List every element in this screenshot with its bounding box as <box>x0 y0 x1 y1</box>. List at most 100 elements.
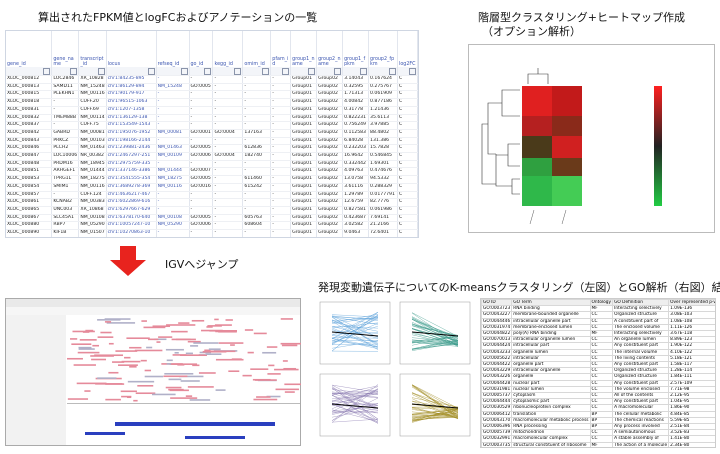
table-cell: 1.84E-111 <box>668 373 715 381</box>
shape <box>166 363 172 365</box>
shape <box>262 351 277 354</box>
table-cell: 21.2166 <box>368 221 399 231</box>
filter-button[interactable] <box>180 68 188 75</box>
table-cell: - <box>270 229 292 237</box>
shape <box>169 363 198 365</box>
table-cell: 0.167624 <box>368 75 399 84</box>
table-row: GO:0005739 mitochondrion CC A semiautonomou… <box>481 429 715 437</box>
shape <box>137 384 154 387</box>
shape <box>230 344 235 346</box>
filter-button[interactable] <box>409 68 416 75</box>
shape <box>165 348 184 351</box>
table-cell: 1.58E-117 <box>668 361 715 369</box>
shape <box>97 377 117 379</box>
shape <box>282 360 288 362</box>
filter-button[interactable] <box>147 68 155 75</box>
table-cell: Group01 <box>290 114 318 123</box>
filter-button[interactable] <box>204 68 212 75</box>
table-cell: GO:0030529 <box>481 404 513 412</box>
table-cell: - <box>270 90 292 100</box>
table-cell: GO:0044422 <box>481 361 513 369</box>
column-header: omim_id <box>242 31 272 67</box>
table-cell: - <box>189 229 214 237</box>
table-cell: SMIM1 <box>51 183 80 192</box>
table-cell: - <box>51 106 80 115</box>
table-cell: XLOC_000857 <box>6 191 53 200</box>
column-header: group2_fpkm <box>368 31 399 67</box>
table-cell: C <box>397 98 418 107</box>
trace <box>331 316 379 325</box>
shape <box>124 356 131 359</box>
table-cell: RBP7 <box>51 221 80 231</box>
table-cell: XLOC_000846 <box>6 144 53 154</box>
table-cell: - <box>270 83 292 92</box>
table-cell: NM_00319 <box>79 237 106 238</box>
table-cell: GO:0005 <box>189 144 214 154</box>
filter-button[interactable] <box>97 68 105 75</box>
table-cell: - <box>189 198 214 207</box>
table-cell: GO:0044446 <box>481 317 513 325</box>
table-cell: XLOC_000853 <box>6 175 53 184</box>
trace <box>411 318 459 341</box>
table-cell: GO:0005 <box>189 175 214 184</box>
table-row: GO:0005737 cytoplasm CC All of the contents… <box>481 392 715 400</box>
filter-button[interactable] <box>308 68 316 75</box>
table-cell: C <box>397 75 418 84</box>
table-cell: SAMD11 <box>51 83 80 92</box>
trace <box>331 340 379 349</box>
filter-button[interactable] <box>262 68 270 75</box>
table-cell: - <box>242 198 272 207</box>
column-header: gene_id <box>6 31 53 67</box>
column-header: log2FC <box>397 31 418 67</box>
table-cell: chr1:6378170-640 <box>106 214 157 223</box>
filter-button[interactable] <box>334 68 342 75</box>
table-cell: NM_01444 <box>78 167 107 177</box>
column-header: gene_name <box>51 31 80 67</box>
trace <box>411 400 459 420</box>
shape <box>121 395 132 398</box>
table-row: XLOC_000853 TPRG1L NM_18275 chr1:3541555-35… <box>6 175 418 184</box>
filter-cell <box>189 67 214 76</box>
shape <box>171 330 188 333</box>
table-row: XLOC_000846 PLCH2 NM_01463 chr1:239881-2436… <box>6 144 418 154</box>
table-cell: - <box>242 75 272 84</box>
shape <box>108 342 114 345</box>
shape <box>208 348 221 350</box>
table-cell: Interacting selectively <box>612 305 670 313</box>
table-cell: - <box>270 114 292 123</box>
table-cell: GO:0005622 <box>481 354 513 363</box>
filter-button[interactable] <box>234 68 242 75</box>
shape <box>206 326 213 328</box>
table-cell: 1.11E-126 <box>668 323 715 332</box>
table-cell: nuclear lumen <box>511 385 591 394</box>
table-cell: - <box>242 106 272 115</box>
filter-button[interactable] <box>282 68 290 75</box>
table-cell: - <box>242 98 272 107</box>
trace <box>331 410 379 413</box>
table-row: GO:0044428 nuclear part CC Any constituent … <box>481 379 715 387</box>
table-cell: - <box>212 106 244 115</box>
table-cell: Group01 <box>290 183 318 192</box>
shape <box>112 361 125 363</box>
table-cell: 0.332442 <box>342 160 370 169</box>
shape <box>100 331 112 334</box>
table-cell: 4.84E-85 <box>668 410 715 418</box>
table-cell: NM_00109 <box>156 152 190 161</box>
table-cell: - <box>156 198 190 207</box>
filter-button[interactable] <box>43 68 51 75</box>
table-row: XLOC_000848 PRDM16 NM_18945 chr1:2975759-33… <box>6 160 418 169</box>
filter-button[interactable] <box>360 68 368 75</box>
filter-button[interactable] <box>389 68 397 75</box>
table-cell: 16.9642 <box>342 152 370 161</box>
column-header: group2_name <box>316 31 344 67</box>
table-cell: Group02 <box>316 160 344 169</box>
table-cell: RNA binding <box>511 305 591 313</box>
shape <box>120 390 137 393</box>
column-header: Over represented p-value <box>668 299 715 307</box>
table-cell: intracellular part <box>511 342 591 350</box>
filter-button[interactable] <box>70 68 78 75</box>
table-cell: - <box>212 160 244 169</box>
table-cell: - <box>189 106 214 115</box>
shape <box>283 367 297 370</box>
fpkm-table: gene_id gene_name transcript_id locus refseq… <box>6 31 418 238</box>
